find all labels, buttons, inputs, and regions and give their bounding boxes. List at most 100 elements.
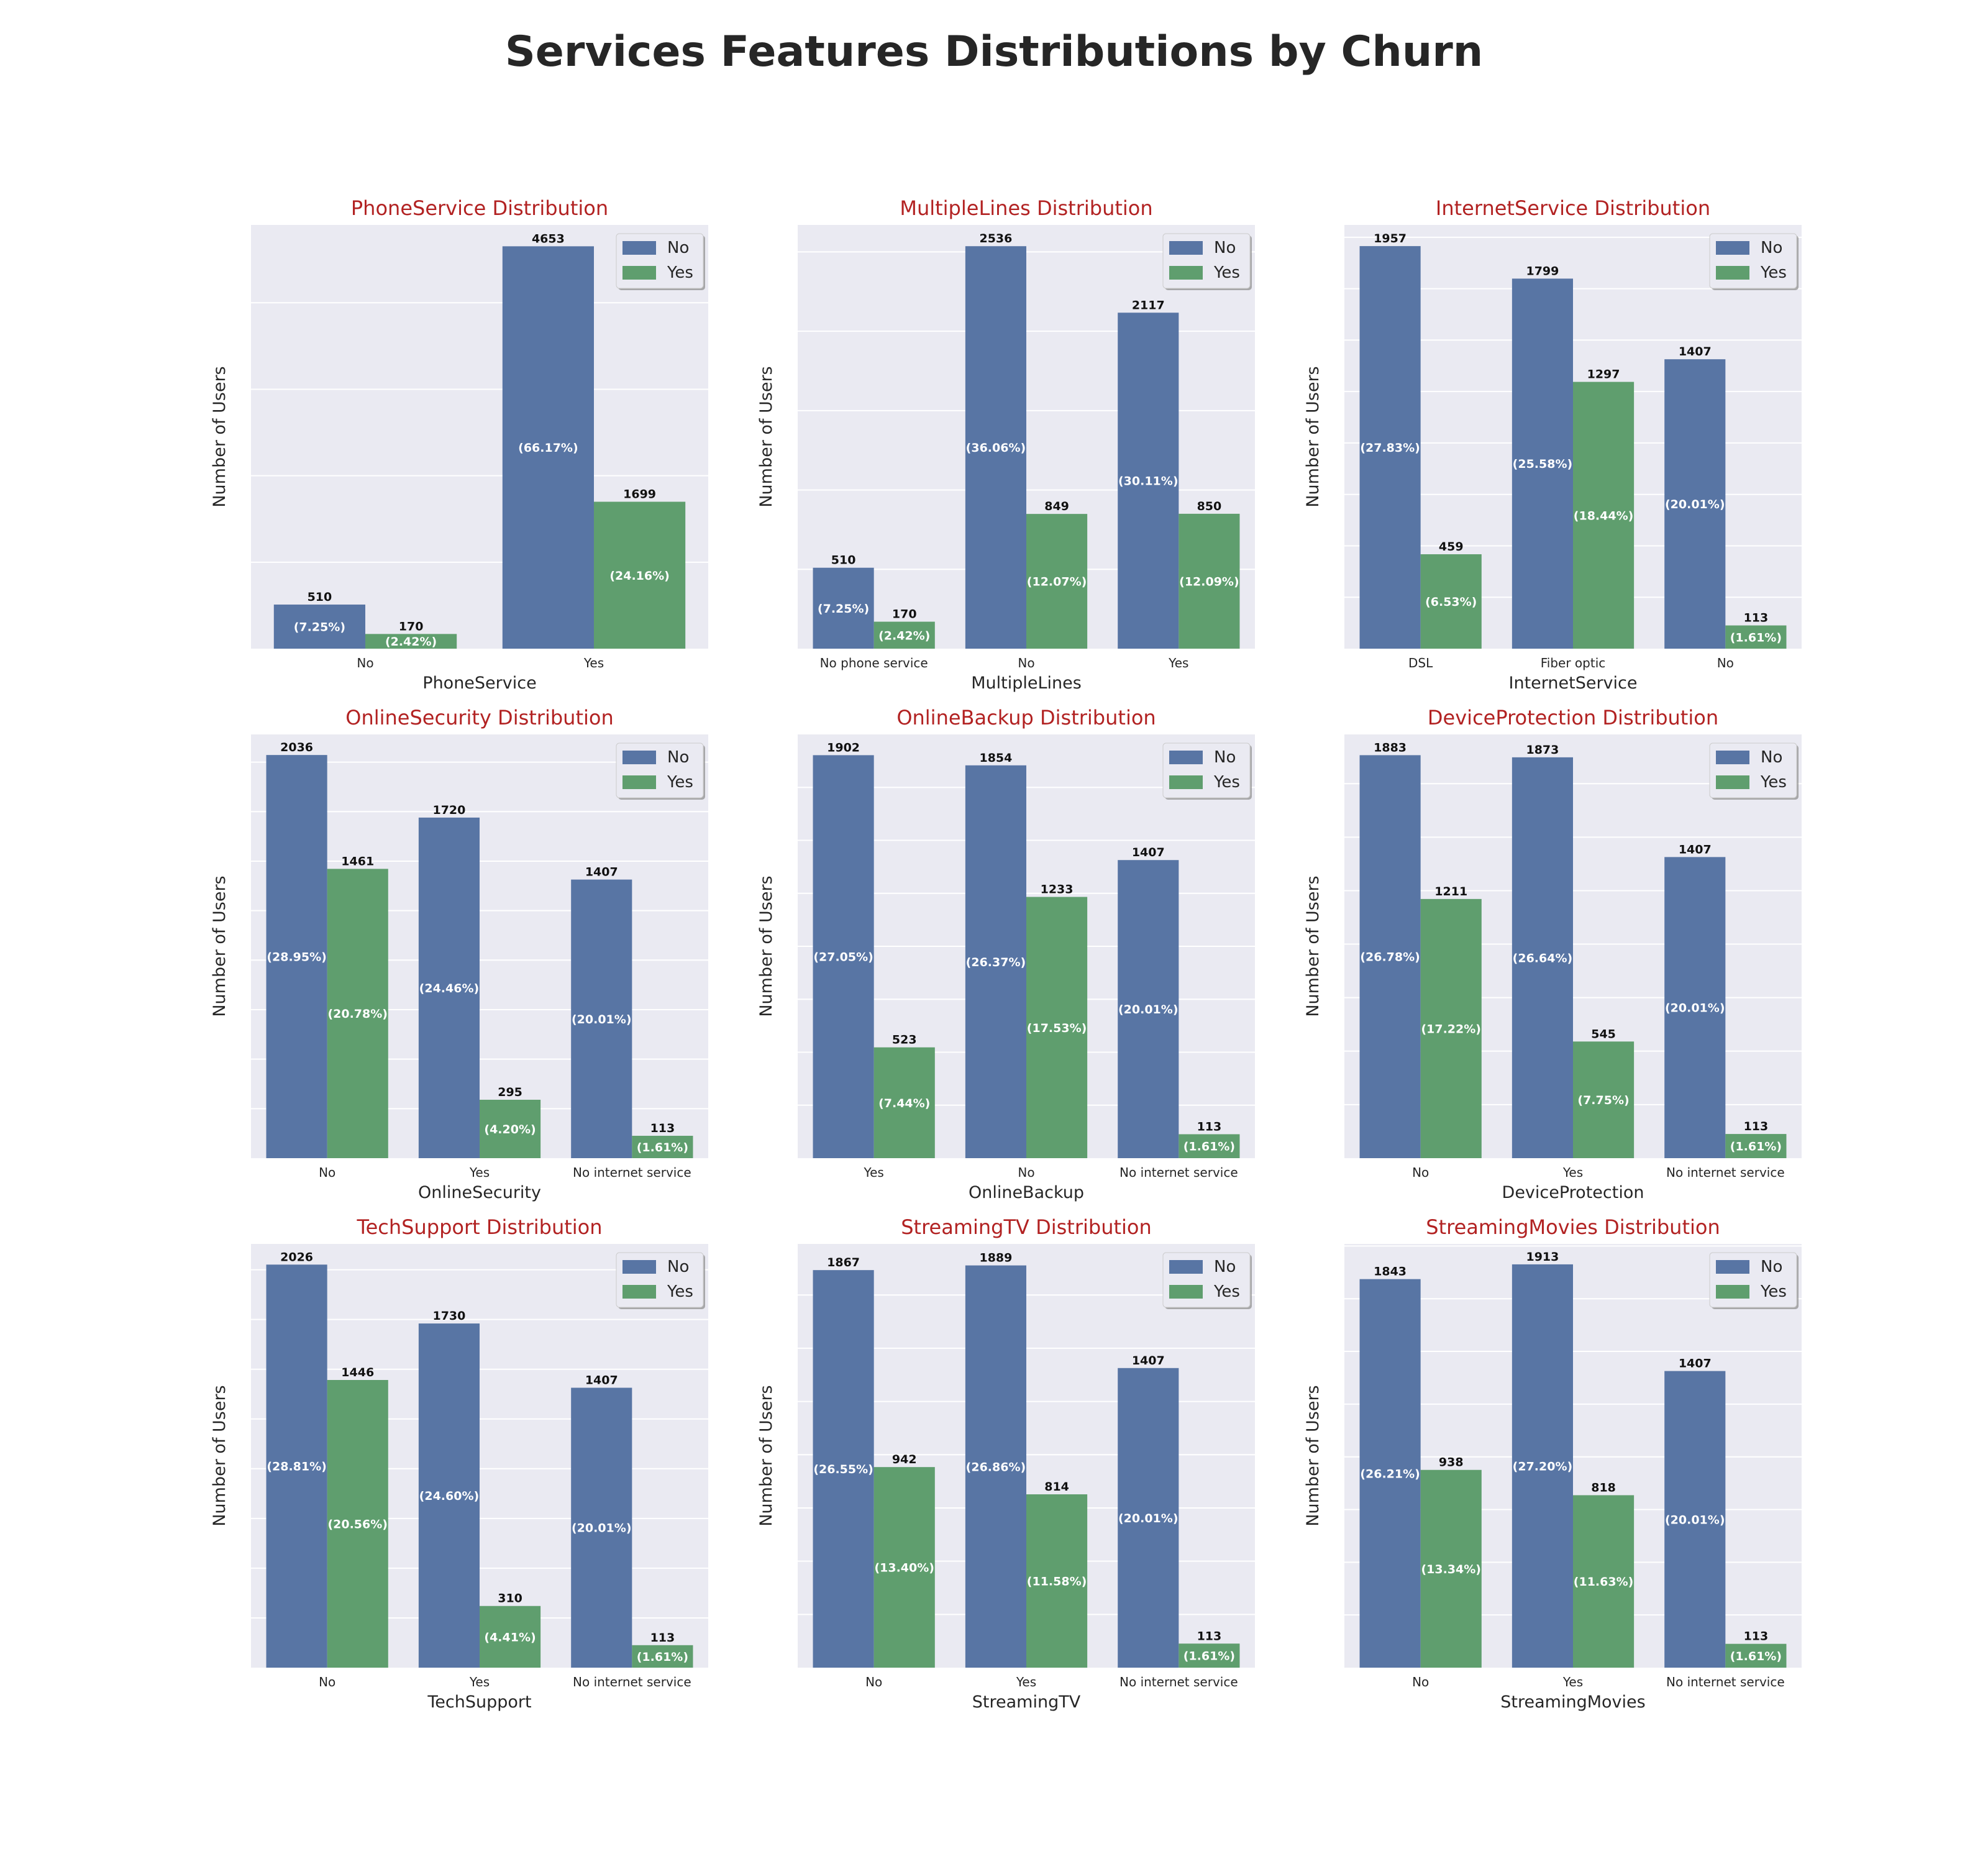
bar [266, 755, 327, 1158]
x-tick-label: No internet service [573, 1674, 691, 1689]
legend: No Yes [1709, 1252, 1799, 1309]
bar-count-label: 113 [650, 1122, 675, 1135]
bar [571, 879, 632, 1158]
bar-count-label: 938 [1439, 1456, 1464, 1469]
bar-percent-label: (25.58%) [1513, 457, 1573, 471]
legend-label: Yes [667, 263, 693, 282]
bar-percent-label: (27.83%) [1360, 441, 1420, 455]
bar-count-label: 2536 [979, 232, 1012, 245]
bar-count-label: 170 [399, 619, 424, 633]
bar-count-label: 113 [1197, 1120, 1222, 1133]
y-axis-label: Number of Users [210, 875, 229, 1017]
bar-count-label: 1902 [827, 741, 860, 754]
bar-count-label: 295 [498, 1085, 522, 1099]
bar-percent-label: (13.40%) [874, 1561, 934, 1575]
bar-count-label: 1957 [1374, 232, 1407, 245]
bar-percent-label: (26.21%) [1360, 1467, 1420, 1481]
legend-swatch [1169, 1260, 1203, 1274]
bar-count-label: 849 [1044, 500, 1069, 513]
panel-title: OnlineSecurity Distribution [345, 706, 613, 729]
bar-count-label: 1211 [1434, 885, 1467, 898]
bar-percent-label: (26.64%) [1513, 951, 1573, 965]
bar [571, 1387, 632, 1668]
panel-title: PhoneService Distribution [351, 196, 608, 220]
legend-label: No [667, 748, 689, 767]
legend-label: Yes [1760, 263, 1787, 282]
bar-count-label: 113 [1744, 611, 1769, 625]
bar-count-label: 942 [892, 1453, 917, 1466]
bar [632, 1135, 693, 1158]
chart-panel: 1957 (27.83%) 1799 (25.58%) 1407 (20.01%) 459 (… [1303, 196, 1802, 693]
bar [1664, 359, 1726, 649]
bar [1026, 897, 1088, 1158]
panel-title: StreamingTV Distribution [901, 1215, 1152, 1239]
x-tick-label: No [1018, 656, 1034, 670]
bar [1573, 381, 1635, 649]
bar-count-label: 510 [308, 590, 332, 604]
bar-percent-label: (13.34%) [1421, 1563, 1481, 1576]
y-axis-label: Number of Users [210, 1385, 229, 1526]
x-tick-label: Yes [1168, 656, 1188, 670]
bar-percent-label: (6.53%) [1425, 595, 1477, 609]
bar [273, 605, 365, 649]
bar-percent-label: (17.22%) [1421, 1022, 1481, 1036]
x-tick-label: Yes [469, 1165, 490, 1180]
bar-percent-label: (26.86%) [966, 1460, 1026, 1474]
bar [1179, 1643, 1240, 1668]
bar-count-label: 1407 [585, 1373, 618, 1387]
bar-percent-label: (20.01%) [572, 1013, 632, 1026]
y-axis-label: Number of Users [757, 875, 776, 1017]
bar-count-label: 850 [1197, 500, 1222, 513]
bar-percent-label: (20.01%) [1118, 1512, 1179, 1525]
bar-count-label: 1407 [1679, 1357, 1712, 1371]
bar [1725, 1134, 1787, 1158]
bar-count-label: 1699 [623, 488, 656, 501]
bar-count-label: 818 [1591, 1481, 1616, 1494]
legend-label: Yes [1760, 1282, 1787, 1301]
x-tick-label: No [357, 656, 373, 670]
bar-percent-label: (30.11%) [1118, 475, 1179, 488]
bar-count-label: 459 [1439, 540, 1464, 554]
bar [1725, 625, 1787, 649]
bar [1026, 1494, 1088, 1668]
x-axis-label: StreamingMovies [1500, 1693, 1645, 1712]
bar-percent-label: (28.95%) [267, 951, 327, 964]
bar [1664, 857, 1726, 1158]
bar-count-label: 1407 [1132, 1354, 1165, 1368]
bar-percent-label: (7.75%) [1577, 1094, 1629, 1107]
legend-swatch [622, 1260, 656, 1274]
bar-percent-label: (20.01%) [1665, 1513, 1725, 1527]
bar [1664, 1371, 1726, 1668]
bar-count-label: 113 [1744, 1630, 1769, 1643]
legend-swatch [1716, 266, 1749, 280]
bar-percent-label: (20.01%) [1118, 1003, 1179, 1017]
bar [965, 1265, 1026, 1668]
bar-percent-label: (7.44%) [878, 1097, 930, 1110]
bar [502, 246, 594, 649]
x-tick-label: No [319, 1165, 335, 1180]
bar-percent-label: (1.61%) [1730, 631, 1782, 644]
bar-count-label: 2026 [280, 1250, 313, 1264]
chart-panel: 1883 (26.78%) 1873 (26.64%) 1407 (20.01%) 1211… [1303, 706, 1802, 1202]
legend-swatch [1169, 241, 1203, 255]
bar [1420, 1469, 1482, 1668]
bar-percent-label: (20.01%) [1665, 1002, 1725, 1015]
chart-panel: 2026 (28.81%) 1730 (24.60%) 1407 (20.01%) 1446… [210, 1215, 708, 1712]
x-tick-label: DSL [1408, 656, 1433, 670]
bar-percent-label: (20.56%) [327, 1518, 388, 1532]
bar [965, 765, 1026, 1158]
legend-swatch [1716, 1260, 1749, 1274]
legend-swatch [622, 775, 656, 789]
bar [1179, 513, 1240, 649]
chart-panel: 1843 (26.21%) 1913 (27.20%) 1407 (20.01%) 938 (… [1303, 1215, 1802, 1712]
y-axis-label: Number of Users [1303, 1385, 1323, 1526]
legend-swatch [1169, 751, 1203, 764]
chart-panels: 510 (7.25%) 4653 (66.17%) 170 (2.42%) 1699 (24.… [210, 196, 1802, 1712]
figure-title: Services Features Distributions by Churn [505, 27, 1483, 76]
bar-percent-label: (12.09%) [1179, 575, 1239, 588]
legend: No Yes [616, 233, 705, 290]
bar-count-label: 113 [1197, 1629, 1222, 1643]
legend-label: No [667, 239, 689, 257]
legend-label: No [1214, 748, 1236, 767]
bar [1573, 1041, 1635, 1158]
